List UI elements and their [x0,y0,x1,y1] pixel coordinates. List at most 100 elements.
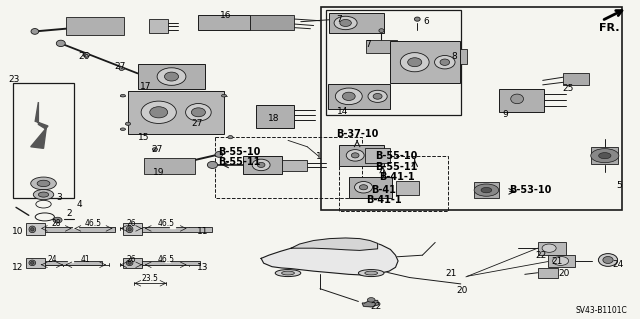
Polygon shape [68,261,73,263]
Polygon shape [73,227,78,228]
Bar [128,91,224,134]
Polygon shape [362,300,379,307]
Bar [349,177,392,198]
Ellipse shape [401,53,429,72]
Bar [149,19,168,33]
Ellipse shape [257,162,265,167]
Text: 46.5: 46.5 [85,219,102,228]
Bar [321,7,622,210]
Ellipse shape [335,88,362,105]
Ellipse shape [373,93,382,99]
Text: 21: 21 [551,257,563,266]
Text: 21: 21 [445,269,456,278]
Ellipse shape [56,40,65,47]
Ellipse shape [31,28,38,34]
Text: 11: 11 [196,227,208,236]
Bar [591,147,618,165]
Polygon shape [170,227,175,228]
Text: 27: 27 [152,145,163,154]
Ellipse shape [252,159,270,171]
Bar [440,49,467,64]
Ellipse shape [119,67,124,70]
Text: 8: 8 [452,52,457,61]
Ellipse shape [128,262,131,264]
Text: B-37-10: B-37-10 [336,129,378,139]
Ellipse shape [359,185,367,190]
Ellipse shape [29,226,36,233]
Text: 24: 24 [612,260,623,269]
Bar [66,17,124,35]
Ellipse shape [228,136,233,139]
Text: 27: 27 [191,119,203,128]
Ellipse shape [351,153,359,158]
Bar [329,13,384,33]
Ellipse shape [141,101,177,123]
Bar [243,156,282,174]
Bar [250,15,294,30]
Bar [499,89,544,112]
Ellipse shape [379,29,384,33]
Text: 7: 7 [365,40,371,49]
Ellipse shape [440,59,449,65]
Bar [390,41,460,83]
Bar [282,160,307,171]
Ellipse shape [33,189,54,200]
Ellipse shape [31,228,34,231]
Ellipse shape [31,177,56,190]
Text: 19: 19 [153,168,164,177]
Bar [538,242,566,255]
Ellipse shape [542,244,556,252]
Bar [396,181,419,195]
Bar [123,223,142,235]
Ellipse shape [591,149,619,163]
Ellipse shape [37,180,50,187]
Polygon shape [261,239,398,275]
Ellipse shape [29,260,36,266]
Text: 20: 20 [456,286,468,295]
Ellipse shape [215,152,223,157]
Ellipse shape [282,271,294,275]
Bar [45,261,102,265]
Ellipse shape [553,256,569,265]
Text: 17: 17 [140,82,152,91]
Ellipse shape [408,58,422,67]
Ellipse shape [120,128,125,130]
Text: 26: 26 [79,52,90,61]
Ellipse shape [342,92,355,100]
Text: 4: 4 [77,200,82,209]
Text: 7: 7 [337,15,342,24]
Bar [365,148,390,163]
Text: 22: 22 [371,302,382,311]
Text: 9: 9 [503,110,508,119]
Ellipse shape [31,262,34,264]
Ellipse shape [83,53,90,57]
Polygon shape [291,238,378,250]
Ellipse shape [191,108,205,117]
Ellipse shape [275,270,301,277]
Ellipse shape [128,228,131,231]
Text: B-53-10: B-53-10 [509,185,551,195]
Bar [144,158,195,174]
Ellipse shape [603,256,613,263]
Ellipse shape [340,19,351,26]
Bar [26,223,45,235]
Text: B-41: B-41 [372,185,396,195]
Text: 24: 24 [47,255,57,264]
Text: 6: 6 [424,17,429,26]
Text: 46.5: 46.5 [157,255,174,264]
Ellipse shape [53,217,62,223]
Bar [198,15,250,30]
Text: 26: 26 [126,219,136,228]
Text: B-55-11: B-55-11 [218,157,260,167]
Bar [142,261,200,265]
Ellipse shape [125,122,131,125]
Ellipse shape [481,188,492,193]
Bar [538,268,558,278]
Bar [326,10,461,115]
Bar [366,40,397,53]
Text: B-41-1: B-41-1 [366,195,402,205]
Polygon shape [31,102,48,148]
Bar [256,105,294,128]
Text: FR.: FR. [599,23,620,33]
Ellipse shape [358,270,384,277]
